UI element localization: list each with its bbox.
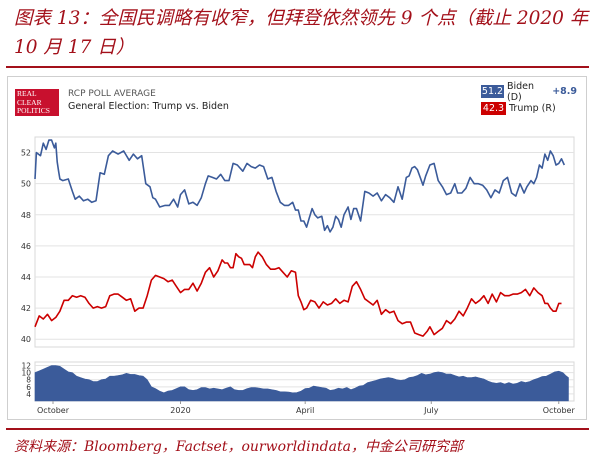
trump-line [34, 251, 562, 337]
logo-line-2: CLEAR [17, 97, 42, 107]
legend-name-biden: Biden (D) [506, 80, 535, 103]
spread-area [34, 365, 569, 402]
x-tick-label: 2020 [170, 406, 190, 415]
chart-panel: REAL CLEAR POLITICS RCP POLL AVERAGE Gen… [7, 76, 587, 420]
title-divider [6, 66, 589, 68]
y-tick-label: 50 [21, 180, 31, 189]
figure-title: 图表 13：全国民调略有收窄，但拜登依然领先 9 个点（截止 2020 年 10… [14, 8, 589, 58]
x-tick-label: July [423, 406, 439, 415]
chart-subtitle: RCP POLL AVERAGE [68, 89, 156, 99]
spread-y-tick-label: 6 [26, 383, 31, 392]
x-tick-label: October [37, 406, 70, 415]
legend-item-biden: 51.2 Biden (D) +8.9 [481, 81, 577, 103]
source-divider [6, 428, 589, 430]
logo-line-3: POLITICS [17, 106, 50, 116]
plot-area [34, 136, 575, 348]
chart-title: General Election: Trump vs. Biden [68, 101, 229, 112]
y-tick-label: 52 [21, 149, 31, 158]
x-tick-label: April [296, 406, 314, 415]
rcp-logo: REAL CLEAR POLITICS [15, 89, 59, 116]
y-tick-label: 44 [21, 273, 31, 282]
y-tick-label: 48 [21, 211, 31, 220]
spread-y-tick-label: 8 [26, 376, 31, 385]
source-note: 资料来源：Bloomberg，Factset，ourworldindata，中金… [14, 439, 463, 455]
chart-legend: 51.2 Biden (D) +8.9 42.3 Trump (R) [481, 81, 577, 118]
legend-item-trump: 42.3 Trump (R) [481, 101, 577, 116]
spread-y-tick-label: 12 [21, 362, 31, 371]
legend-spread: +8.9 [552, 86, 577, 97]
y-tick-label: 40 [21, 335, 31, 344]
spread-y-tick-label: 4 [26, 390, 31, 399]
y-tick-label: 42 [21, 304, 31, 313]
legend-value-biden: 51.2 [481, 85, 504, 98]
legend-name-trump: Trump (R) [509, 103, 556, 114]
logo-line-1: REAL [17, 89, 37, 98]
legend-value-trump: 42.3 [481, 102, 506, 115]
y-tick-label: 46 [21, 242, 31, 251]
spread-y-tick-label: 10 [21, 369, 31, 378]
biden-line [34, 139, 566, 233]
x-tick-label: October [543, 406, 576, 415]
